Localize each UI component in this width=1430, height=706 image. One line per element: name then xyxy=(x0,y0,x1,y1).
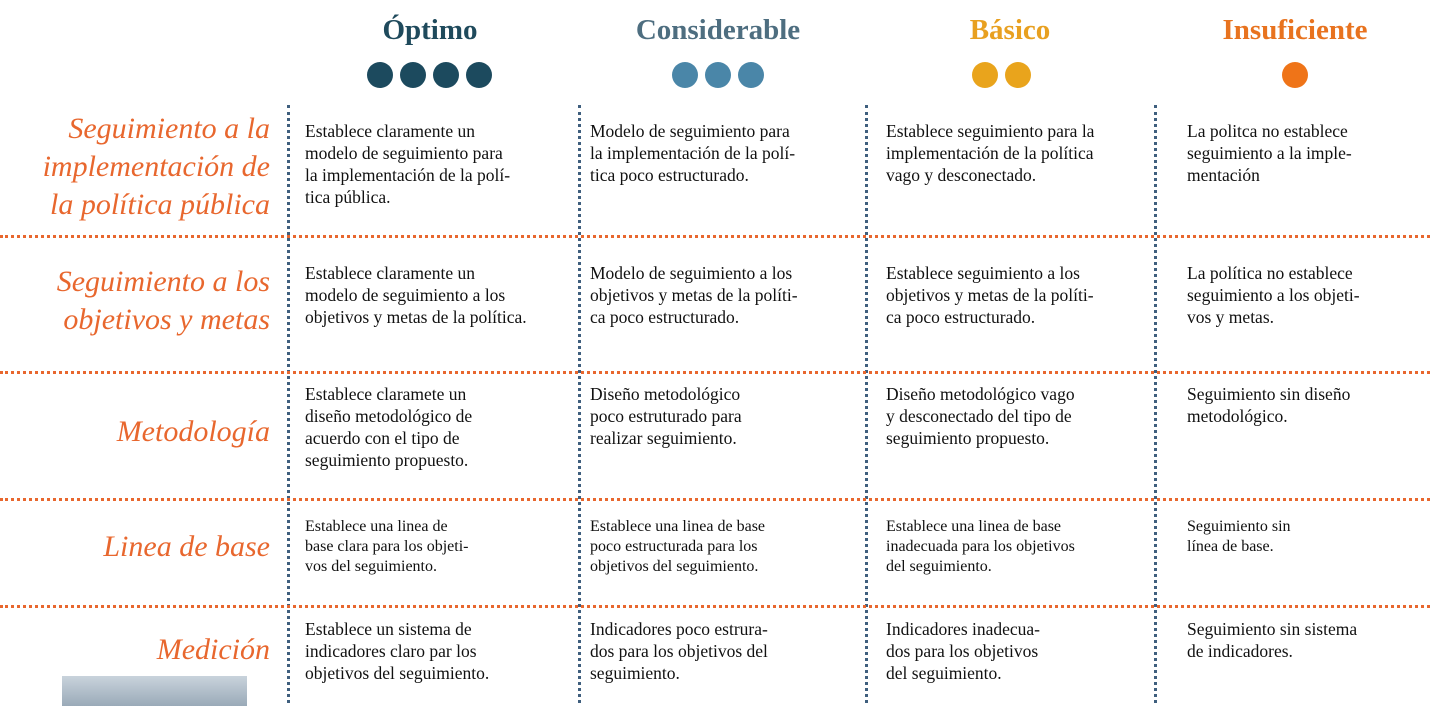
dot xyxy=(672,62,698,88)
cell-text: Establece claramente un xyxy=(305,263,476,283)
dot xyxy=(433,62,459,88)
cell-text: del seguimiento. xyxy=(886,558,992,575)
cell-text: Establece una linea de base xyxy=(590,518,766,535)
cell-text: objetivos y metas de la políti- xyxy=(886,285,1094,305)
level-header: Óptimo xyxy=(382,14,478,46)
cell-text: modelo de seguimiento para xyxy=(305,143,503,163)
row-divider xyxy=(0,605,1430,608)
level-header: Insuficiente xyxy=(1222,14,1368,46)
row-label: Medición xyxy=(156,633,270,666)
cell-text: seguimiento a los objeti- xyxy=(1187,285,1360,305)
cell-text: vos del seguimiento. xyxy=(305,558,437,575)
cell-text: Establece un sistema de xyxy=(305,619,472,639)
cell-text: seguimiento. xyxy=(590,663,680,683)
cell-text: Modelo de seguimiento para xyxy=(590,121,790,141)
cell-text: Modelo de seguimiento a los xyxy=(590,263,793,283)
cell-text: metodológico. xyxy=(1187,406,1288,426)
row-label: implementación de xyxy=(42,150,270,183)
cell-text: Establece seguimiento a los xyxy=(886,263,1080,283)
cell-text: mentación xyxy=(1187,165,1260,185)
row-divider xyxy=(0,498,1430,501)
cell-text: Establece claramente un xyxy=(305,121,476,141)
cell-text: dos para los objetivos xyxy=(886,641,1039,661)
cell-text: dos para los objetivos del xyxy=(590,641,768,661)
column-divider xyxy=(865,105,868,703)
column-divider xyxy=(287,105,290,703)
cell-text: modelo de seguimiento a los xyxy=(305,285,506,305)
cell-text: tica poco estructurado. xyxy=(590,165,749,185)
cell-text: de indicadores. xyxy=(1187,641,1293,661)
cell-text: la implementación de la polí- xyxy=(305,165,511,185)
cell-text: poco estructurada para los xyxy=(590,538,758,555)
row-divider xyxy=(0,235,1430,238)
row-label: Linea de base xyxy=(103,530,270,563)
cell-text: Establece seguimiento para la xyxy=(886,121,1095,141)
cell-text: Indicadores inadecua- xyxy=(886,619,1041,639)
cell-text: tica pública. xyxy=(305,187,391,207)
cell-text: Seguimiento sin diseño xyxy=(1187,384,1351,404)
cell-text: vos y metas. xyxy=(1187,307,1275,327)
dot xyxy=(1282,62,1308,88)
row-label: Seguimiento a los xyxy=(56,265,270,298)
cell-text: poco estruturado para xyxy=(590,406,742,426)
level-header: Considerable xyxy=(635,14,801,46)
dot xyxy=(367,62,393,88)
cell-text: realizar seguimiento. xyxy=(590,428,737,448)
cell-text: La política no establece xyxy=(1187,263,1353,283)
cell-text: objetivos del seguimiento. xyxy=(590,558,759,575)
cell-text: seguimiento propuesto. xyxy=(305,450,469,470)
cell-text: seguimiento propuesto. xyxy=(886,428,1050,448)
cell-text: del seguimiento. xyxy=(886,663,1002,683)
cell-text: seguimiento a la imple- xyxy=(1187,143,1352,163)
dot xyxy=(972,62,998,88)
cell-text: vago y desconectado. xyxy=(886,165,1037,185)
dot xyxy=(466,62,492,88)
row-label: la política pública xyxy=(50,188,270,221)
cell-text: Establece una linea de base xyxy=(886,518,1062,535)
cell-text: base clara para los objeti- xyxy=(305,538,469,555)
cell-text: la implementación de la polí- xyxy=(590,143,796,163)
cell-text: ca poco estructurado. xyxy=(886,307,1036,327)
dot xyxy=(1005,62,1031,88)
cell-text: objetivos y metas de la política. xyxy=(305,307,527,327)
dot xyxy=(400,62,426,88)
cell-text: diseño metodológico de xyxy=(305,406,473,426)
cell-text: y desconectado del tipo de xyxy=(886,406,1072,426)
cell-text: Indicadores poco estrura- xyxy=(590,619,768,639)
level-header: Básico xyxy=(969,14,1051,46)
cell-text: Diseño metodológico xyxy=(590,384,741,404)
cell-text: Establece una linea de xyxy=(305,518,448,535)
cell-text: inadecuada para los objetivos xyxy=(886,538,1075,555)
cell-text: Seguimiento sin xyxy=(1187,518,1291,535)
cell-text: ca poco estructurado. xyxy=(590,307,740,327)
cell-text: objetivos y metas de la políti- xyxy=(590,285,798,305)
row-label: Seguimiento a la xyxy=(68,112,270,145)
row-label: Metodología xyxy=(116,415,270,448)
cell-text: Establece claramete un xyxy=(305,384,467,404)
cell-text: objetivos del seguimiento. xyxy=(305,663,490,683)
dot xyxy=(738,62,764,88)
row-divider xyxy=(0,371,1430,374)
cell-text: implementación de la política xyxy=(886,143,1094,163)
cell-text: La politca no establece xyxy=(1187,121,1348,141)
dot xyxy=(705,62,731,88)
cell-text: Seguimiento sin sistema xyxy=(1187,619,1358,639)
cell-text: acuerdo con el tipo de xyxy=(305,428,460,448)
cell-text: línea de base. xyxy=(1187,538,1274,555)
decorative-image xyxy=(62,676,247,706)
cell-text: Diseño metodológico vago xyxy=(886,384,1075,404)
cell-text: indicadores claro par los xyxy=(305,641,477,661)
column-divider xyxy=(1154,105,1157,703)
row-label: objetivos y metas xyxy=(63,303,270,336)
column-divider xyxy=(578,105,581,703)
